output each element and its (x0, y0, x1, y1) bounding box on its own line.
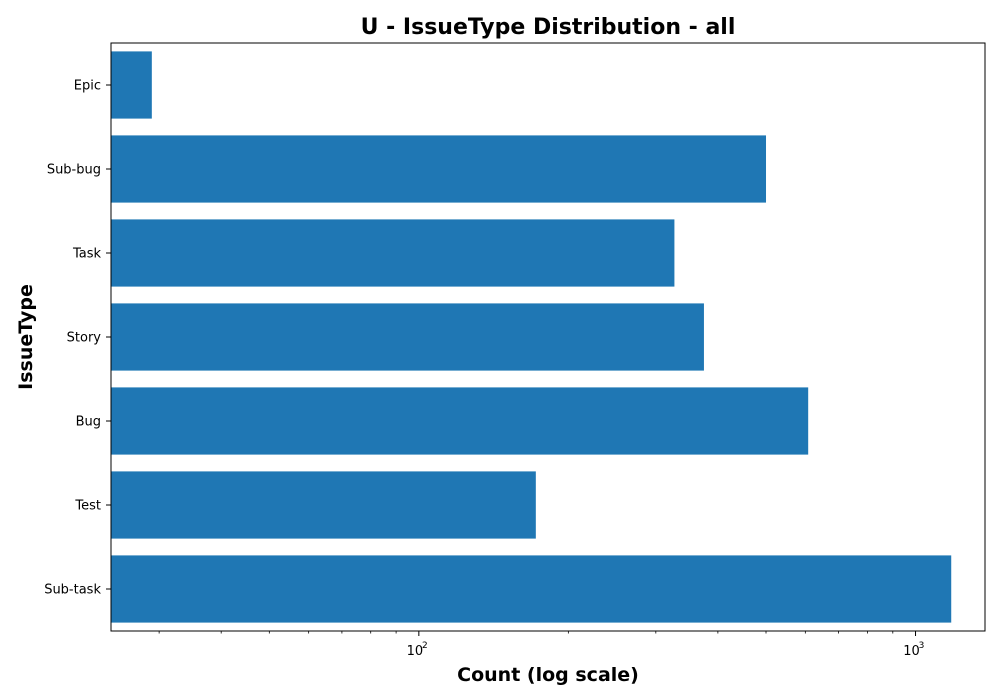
y-tick-label-sub-bug: Sub-bug (47, 163, 101, 178)
bar-sub-bug (111, 135, 767, 203)
y-tick-label-epic: Epic (74, 79, 101, 94)
bar-test (111, 471, 536, 539)
chart-title: U - IssueType Distribution - all (361, 15, 736, 40)
x-tick-label: 10 (407, 644, 424, 659)
bar-story (111, 303, 704, 371)
y-tick-label-story: Story (67, 331, 102, 346)
bar-task (111, 219, 675, 287)
bar-epic (111, 51, 152, 119)
bars-group (111, 51, 952, 623)
y-tick-label-bug: Bug (76, 415, 101, 430)
bar-bug (111, 387, 809, 455)
plot-frame (110, 42, 986, 632)
y-tick-label-task: Task (72, 247, 102, 262)
x-axis-label: Count (log scale) (457, 664, 639, 686)
x-tick-label: 10 (903, 644, 920, 659)
x-tick-label-exponent: 3 (919, 641, 925, 651)
x-axis-ticks: 102 103 (158, 631, 925, 659)
bar-sub-task (111, 555, 952, 623)
x-tick-label-exponent: 2 (422, 641, 428, 651)
y-tick-label-sub-task: Sub-task (44, 583, 101, 598)
y-axis-label: IssueType (15, 284, 37, 390)
y-axis-ticks: Epic Sub-bug Task Story Bug Test Sub-task (44, 79, 111, 598)
y-tick-label-test: Test (74, 499, 101, 514)
